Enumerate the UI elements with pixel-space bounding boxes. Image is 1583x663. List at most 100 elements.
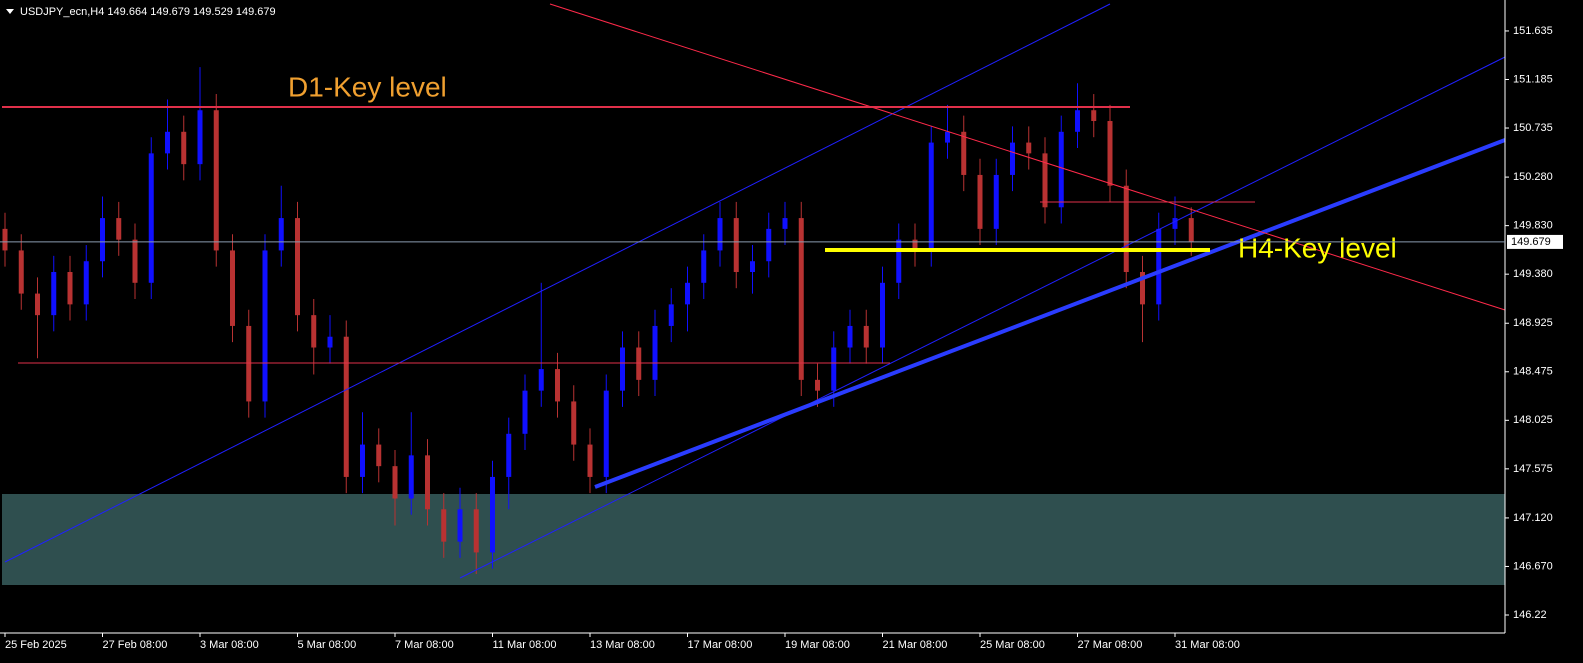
candle-body (132, 239, 138, 283)
candle-body (262, 250, 268, 402)
candle-body (620, 347, 625, 391)
y-tick-label: 148.025 (1513, 414, 1553, 426)
candle-body (311, 315, 317, 348)
x-tick-label: 17 Mar 08:00 (688, 639, 753, 651)
candle-body (831, 347, 837, 391)
candle-body (67, 272, 73, 305)
candle-body (766, 228, 772, 262)
candle-body (668, 304, 674, 326)
y-tick-label: 149.830 (1513, 220, 1553, 232)
candle-body (750, 261, 755, 273)
y-tick-label: 149.380 (1513, 268, 1553, 280)
candle-body (733, 218, 739, 273)
y-tick-label: 148.475 (1513, 366, 1553, 378)
annotation: H4-Key level (1238, 232, 1397, 263)
candle-body (278, 218, 284, 251)
x-tick-label: 27 Feb 08:00 (103, 639, 168, 651)
candle-body (1123, 185, 1129, 273)
y-tick-label: 150.735 (1513, 122, 1553, 134)
candle-body (571, 401, 577, 445)
y-tick-label: 148.925 (1513, 317, 1553, 329)
candle-body (360, 444, 365, 477)
candle-body (1042, 153, 1048, 208)
candle-body (295, 218, 300, 316)
candle-body (603, 390, 609, 477)
candle-body (197, 110, 203, 165)
x-tick-label: 31 Mar 08:00 (1175, 639, 1240, 651)
candle-body (1188, 218, 1194, 242)
candle-body (506, 433, 512, 477)
candle-body (490, 476, 495, 553)
candle-body (1075, 110, 1080, 132)
x-tick-label: 5 Mar 08:00 (298, 639, 357, 651)
candle-body (782, 218, 788, 229)
candle-body (522, 390, 528, 434)
drawings: D1-Key level H4-Key level (2, 3, 1506, 579)
x-tick-label: 13 Mar 08:00 (590, 639, 655, 651)
candle-body (473, 509, 479, 553)
candle-body (555, 369, 560, 402)
candle-body (425, 455, 430, 510)
candle-body (457, 509, 463, 542)
x-tick-label: 25 Feb 2025 (5, 639, 67, 651)
candle-body (181, 131, 187, 165)
candle-body (165, 131, 170, 154)
candle-body (327, 336, 333, 348)
candle-body (1107, 121, 1113, 186)
candle-body (798, 218, 804, 380)
candle-body (441, 509, 447, 542)
y-tick-label: 147.575 (1513, 463, 1553, 475)
menu-arrow (6, 9, 14, 14)
candle-body (993, 174, 999, 229)
channel-line (459, 56, 1506, 579)
candle-body (392, 466, 398, 499)
candle-body (847, 325, 853, 348)
candle-body (343, 336, 349, 477)
candle-body (717, 218, 723, 251)
x-tick-label: 19 Mar 08:00 (785, 639, 850, 651)
candle-body (977, 174, 983, 229)
candle-body (880, 282, 885, 348)
x-tick-label: 25 Mar 08:00 (980, 639, 1045, 651)
candle-body (51, 272, 57, 316)
candle-body (685, 282, 690, 305)
candle-body (652, 325, 658, 380)
x-tick-label: 21 Mar 08:00 (883, 639, 948, 651)
channel-line (4, 3, 1111, 563)
candle-body (1091, 110, 1097, 122)
candle-body (1156, 228, 1162, 305)
candle-body (945, 131, 950, 143)
annotation: D1-Key level (288, 71, 447, 102)
candle-body (376, 444, 382, 467)
candle-body (896, 239, 902, 283)
x-tick-label: 3 Mar 08:00 (200, 639, 259, 651)
current-price-label: 149.679 (1511, 236, 1551, 248)
candle-body (408, 455, 414, 499)
candle-body (815, 379, 820, 391)
y-tick-label: 151.635 (1513, 25, 1553, 37)
y-tick-label: 146.670 (1513, 560, 1553, 572)
candle-body (928, 142, 934, 251)
candle-body (587, 444, 593, 477)
candle-body (538, 369, 544, 391)
candle-body (148, 153, 154, 283)
y-tick-label: 151.185 (1513, 73, 1553, 85)
candle-body (213, 110, 219, 251)
y-tick-label: 150.280 (1513, 171, 1553, 183)
current-price-box (1507, 234, 1563, 249)
demand-zone (2, 494, 1505, 585)
candle-body (246, 325, 252, 402)
candle-body (2, 228, 8, 251)
candle-body (100, 218, 105, 262)
candle-body (35, 293, 40, 316)
y-tick-label: 147.120 (1513, 512, 1553, 524)
trend-line (594, 138, 1506, 489)
candle-body (230, 250, 235, 326)
candle-body (116, 218, 122, 240)
candle-body (636, 347, 642, 380)
candle-body (912, 239, 918, 251)
resistance-line (549, 3, 1506, 311)
candle-body (701, 250, 707, 283)
candle-body (961, 131, 967, 175)
